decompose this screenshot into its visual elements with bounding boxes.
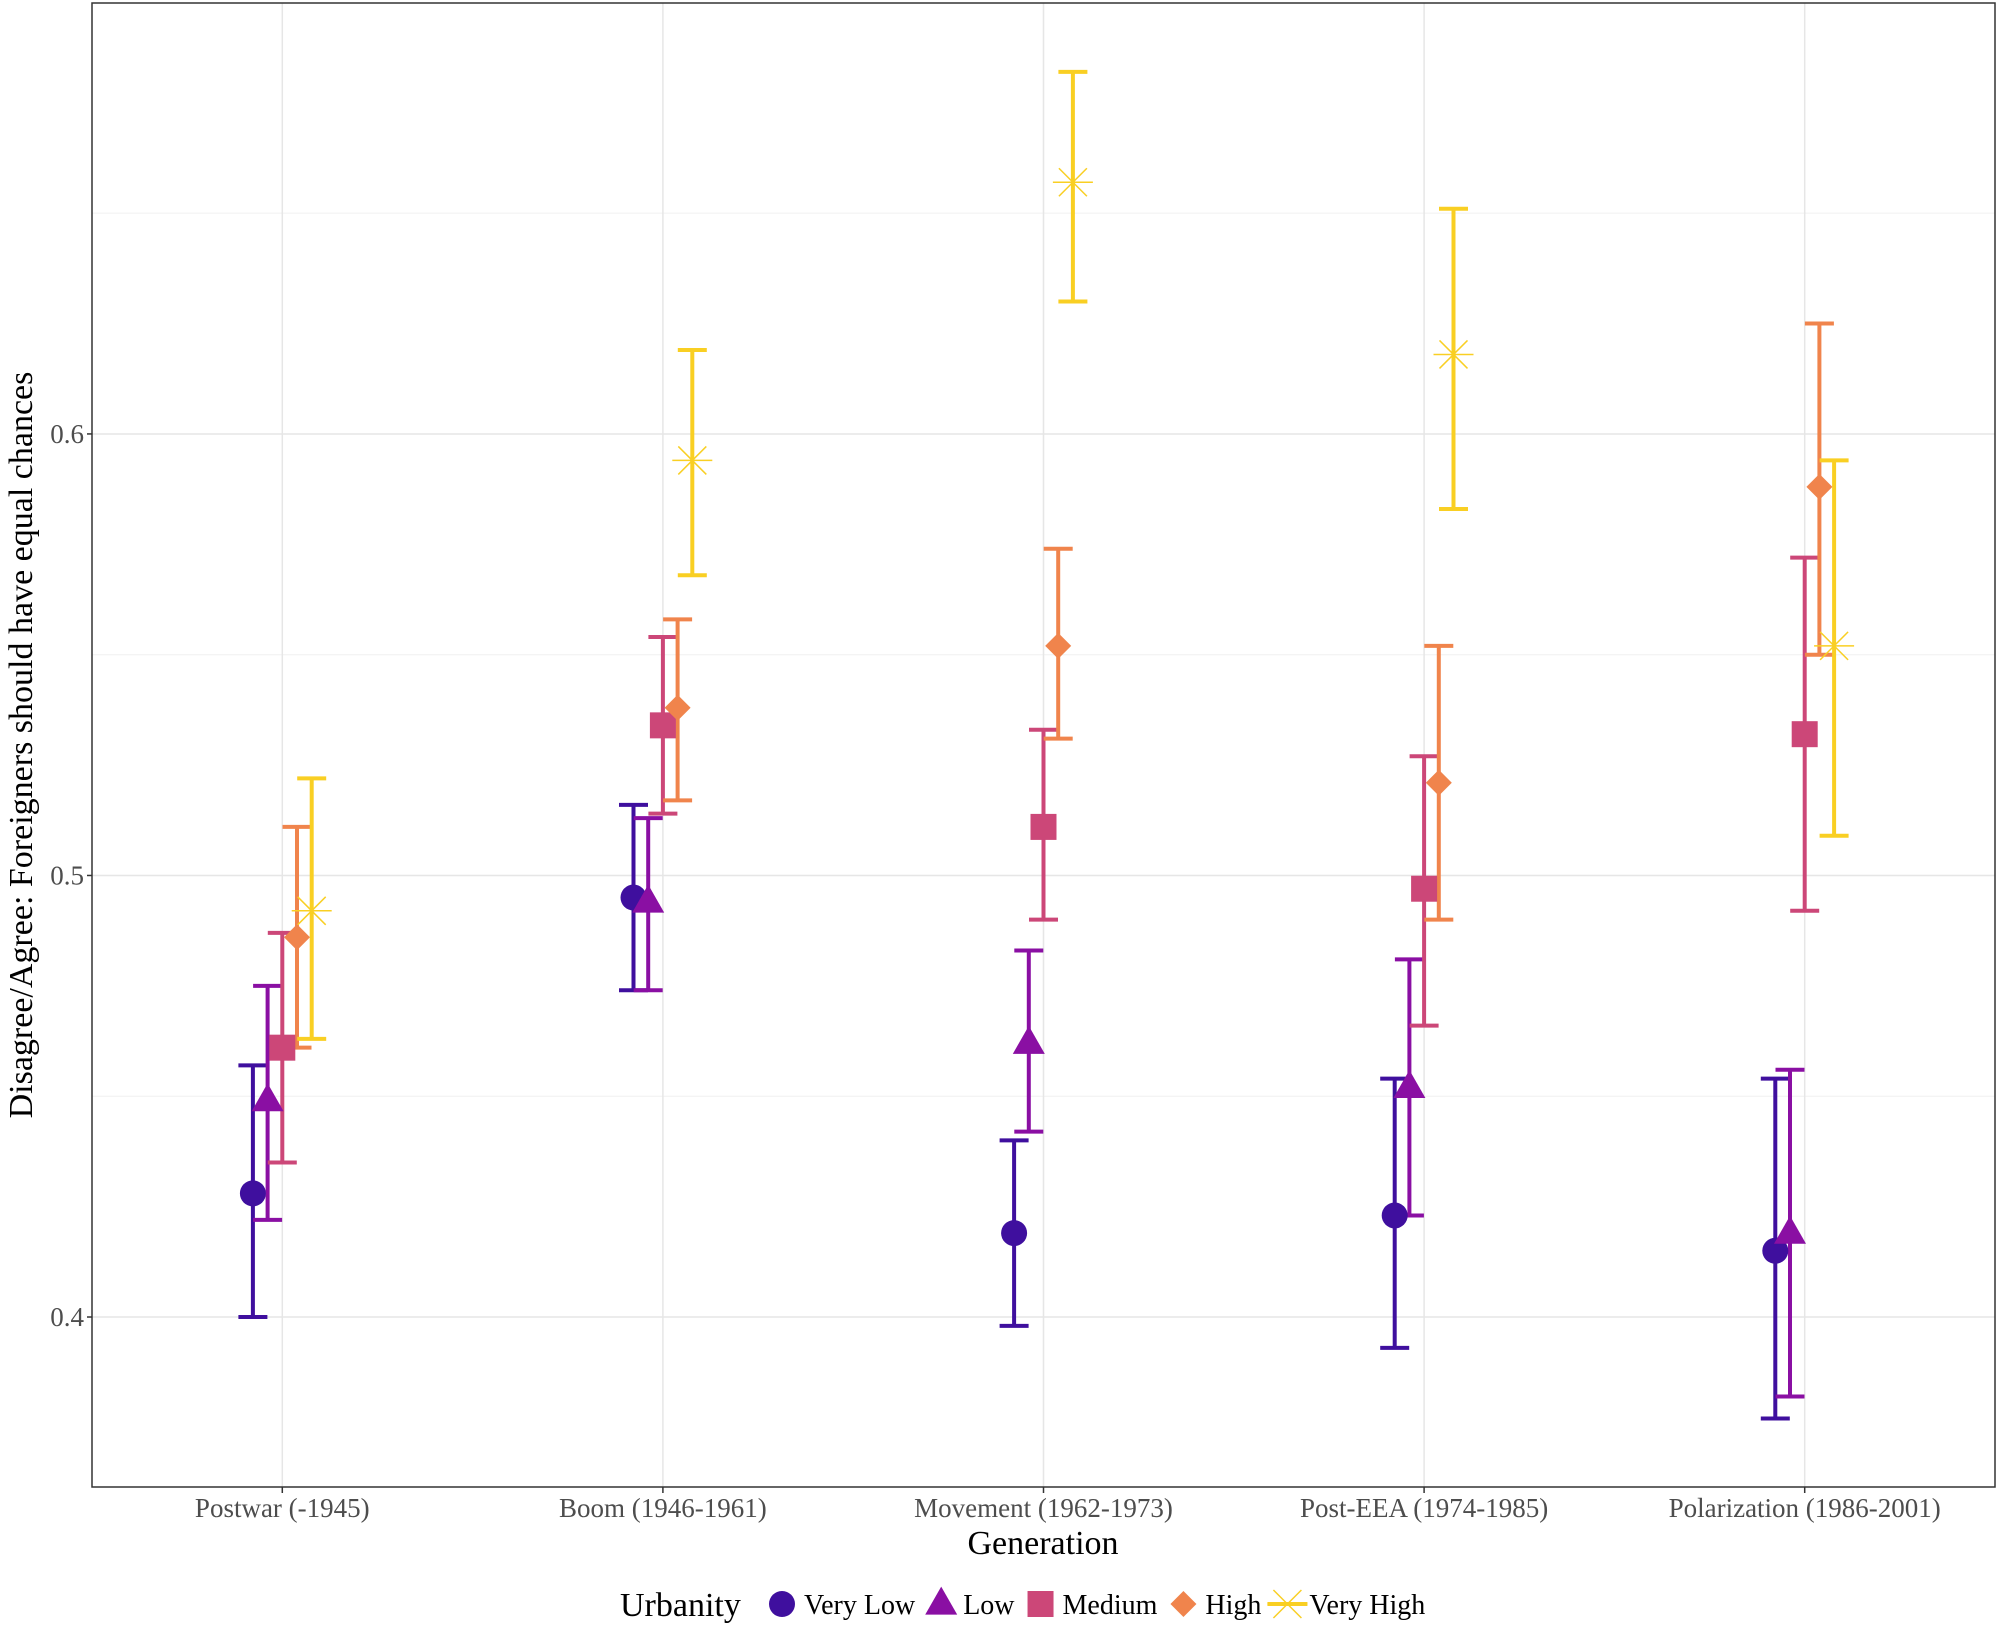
legend-key-circle-icon xyxy=(769,1591,795,1617)
legend-key-diamond-icon xyxy=(1170,1591,1197,1617)
data-point xyxy=(649,712,676,739)
legend-label: Very High xyxy=(1309,1590,1425,1621)
data-point xyxy=(672,445,713,475)
legend-key-asterisk-icon xyxy=(1267,1589,1308,1619)
y-tick-label: 0.4 xyxy=(50,1302,84,1332)
data-point xyxy=(1774,1215,1806,1244)
legend-key-square-icon xyxy=(1027,1591,1054,1617)
y-axis: 0.4 0.5 0.6 xyxy=(50,419,92,1332)
data-point xyxy=(269,1034,296,1061)
series-very-high xyxy=(297,69,1849,1041)
data-point xyxy=(1411,875,1438,902)
y-tick-label: 0.5 xyxy=(50,860,84,890)
data-point xyxy=(291,896,332,926)
points-high xyxy=(284,473,1833,951)
points-very-high xyxy=(291,167,1855,926)
data-point xyxy=(1433,339,1474,369)
y-axis-title: Disagree/Agree: Foreigners should have e… xyxy=(3,372,40,1119)
data-point xyxy=(1012,1025,1045,1054)
error-bar xyxy=(1058,69,1088,304)
legend-label: Very Low xyxy=(804,1590,916,1621)
data-point xyxy=(1045,632,1072,659)
points-low xyxy=(251,884,1806,1244)
data-point xyxy=(1425,769,1452,796)
legend-label: Low xyxy=(963,1590,1015,1621)
legend-item: Low xyxy=(925,1586,1015,1621)
error-bar xyxy=(297,776,327,1041)
y-tick-label: 0.6 xyxy=(50,419,84,449)
data-point xyxy=(1791,721,1818,748)
x-tick-label: Boom (1946-1961) xyxy=(559,1493,767,1523)
x-tick-label: Movement (1962-1973) xyxy=(914,1493,1173,1523)
data-point xyxy=(284,924,310,951)
legend-item: High xyxy=(1170,1590,1261,1621)
legend-item: Very Low xyxy=(769,1590,916,1621)
data-point xyxy=(1806,473,1833,500)
x-tick-label: Postwar (-1945) xyxy=(195,1493,370,1523)
error-bar xyxy=(677,348,707,578)
data-point xyxy=(1030,813,1057,840)
data-point xyxy=(239,1180,266,1207)
data-point xyxy=(664,694,691,721)
legend-title: Urbanity xyxy=(620,1587,741,1624)
x-tick-label: Post-EEA (1974-1985) xyxy=(1300,1493,1548,1523)
data-point xyxy=(1814,631,1855,661)
data-point xyxy=(1001,1220,1028,1247)
legend-label: Medium xyxy=(1063,1590,1158,1621)
x-axis-title: Generation xyxy=(967,1525,1118,1562)
x-axis: Postwar (-1945) Boom (1946-1961) Movement … xyxy=(195,1487,1941,1523)
legend-item: Very High xyxy=(1267,1589,1425,1621)
data-point xyxy=(251,1083,284,1112)
error-bar xyxy=(1439,206,1468,511)
data-point xyxy=(1381,1202,1408,1229)
x-tick-label: Polarization (1986-2001) xyxy=(1669,1493,1941,1523)
points-medium xyxy=(269,712,1818,1061)
legend-key-triangle-icon xyxy=(925,1586,958,1615)
series-layer xyxy=(238,69,1855,1421)
data-point xyxy=(1052,167,1093,197)
error-bar xyxy=(1819,458,1849,838)
data-point xyxy=(1762,1237,1789,1264)
legend-item: Medium xyxy=(1027,1590,1158,1621)
legend: Urbanity Very Low Low Medium High Very High xyxy=(620,1586,1425,1624)
legend-label: High xyxy=(1205,1590,1261,1621)
data-point xyxy=(632,884,665,913)
data-point xyxy=(1393,1070,1426,1099)
